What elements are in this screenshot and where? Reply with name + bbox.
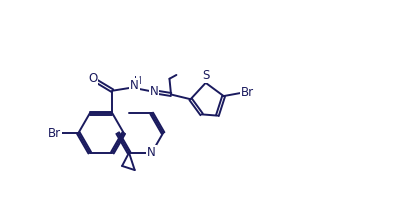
Text: H: H <box>134 76 142 86</box>
Text: Br: Br <box>48 127 61 140</box>
Text: N: N <box>130 79 139 91</box>
Text: N: N <box>150 85 158 98</box>
Text: O: O <box>88 72 98 85</box>
Text: S: S <box>202 69 209 82</box>
Text: N: N <box>147 146 156 159</box>
Text: Br: Br <box>241 86 254 99</box>
